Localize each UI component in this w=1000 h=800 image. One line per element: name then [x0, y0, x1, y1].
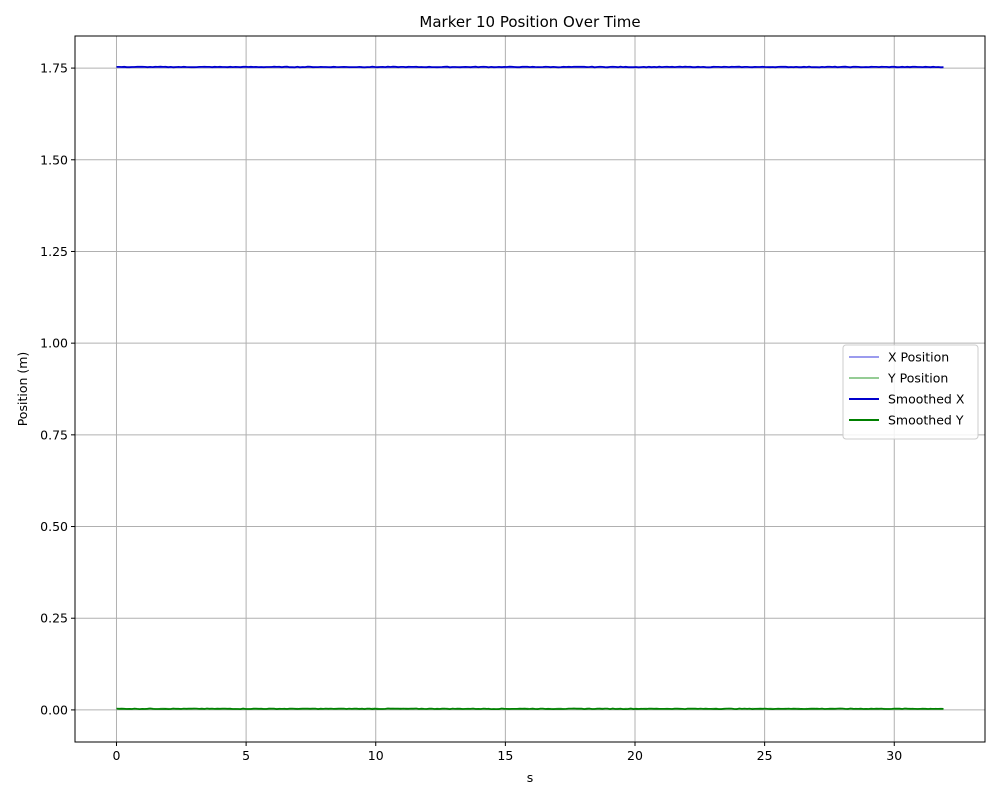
x-axis-label: s: [527, 770, 534, 785]
y-tick-label: 0.75: [40, 427, 68, 442]
y-tick-label: 1.00: [40, 336, 68, 351]
series-line-smoothed-x: [116, 65, 944, 69]
y-tick-label: 1.75: [40, 61, 68, 76]
x-tick-label: 15: [497, 748, 513, 763]
y-tick-label: 0.25: [40, 611, 68, 626]
legend: X Position Y Position Smoothed X Smoothed Y: [842, 344, 979, 440]
legend-label: X Position: [888, 350, 949, 365]
legend-box: [842, 344, 979, 440]
plot-series: [116, 65, 944, 711]
grid: [75, 36, 985, 742]
x-tick-label: 10: [368, 748, 384, 763]
axis-ticks: 0 5 10 15 20 25 30 0.00 0.25 0.50 0.75 1.00 1.25 1.50…: [40, 61, 902, 763]
y-tick-label: 0.00: [40, 702, 68, 717]
y-tick-label: 0.50: [40, 519, 68, 534]
y-tick-label: 1.50: [40, 152, 68, 167]
legend-label: Y Position: [887, 371, 948, 386]
x-tick-label: 20: [627, 748, 643, 763]
x-tick-label: 30: [886, 748, 902, 763]
y-axis-label: Position (m): [15, 352, 30, 427]
x-tick-label: 5: [242, 748, 250, 763]
legend-label: Smoothed Y: [888, 413, 964, 428]
x-tick-label: 0: [113, 748, 121, 763]
series-line-smoothed-y: [116, 707, 944, 711]
chart-title: Marker 10 Position Over Time: [419, 13, 640, 31]
x-tick-label: 25: [757, 748, 773, 763]
legend-label: Smoothed X: [888, 392, 965, 407]
y-tick-label: 1.25: [40, 244, 68, 259]
plot-frame: [74, 35, 986, 743]
